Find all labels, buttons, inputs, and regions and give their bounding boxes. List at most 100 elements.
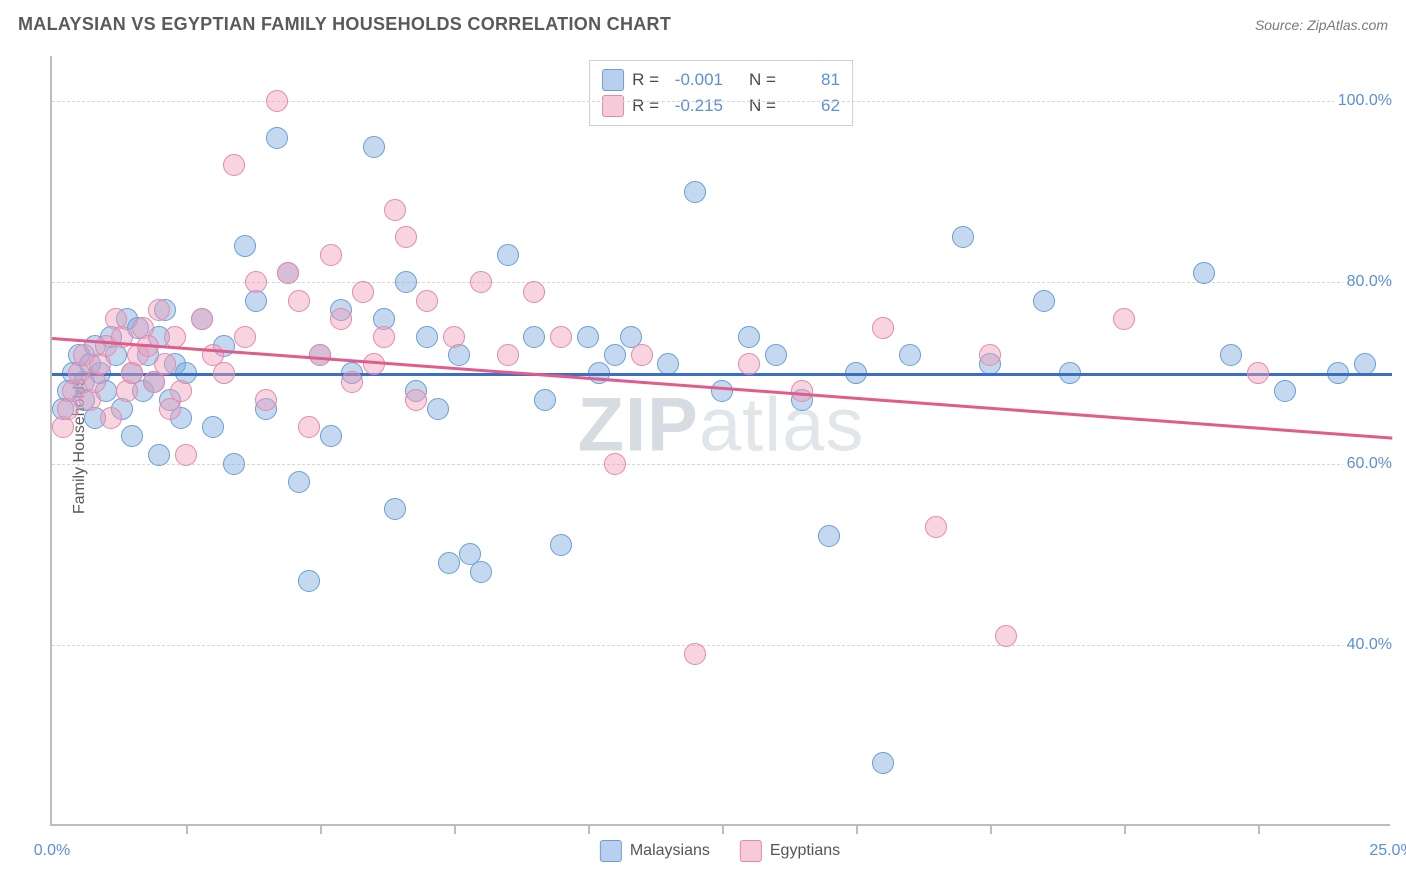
- data-point: [1033, 290, 1055, 312]
- data-point: [657, 353, 679, 375]
- y-tick-label: 100.0%: [1334, 92, 1392, 110]
- chart-header: MALAYSIAN VS EGYPTIAN FAMILY HOUSEHOLDS …: [0, 0, 1406, 41]
- legend-series: Malaysians Egyptians: [600, 840, 840, 862]
- data-point: [266, 127, 288, 149]
- data-point: [534, 389, 556, 411]
- data-point: [363, 136, 385, 158]
- data-point: [309, 344, 331, 366]
- data-point: [373, 326, 395, 348]
- data-point: [523, 281, 545, 303]
- legend-swatch-pink-icon: [740, 840, 762, 862]
- data-point: [979, 344, 1001, 366]
- x-tick: [186, 824, 188, 834]
- trendline: [52, 373, 1392, 376]
- legend-item: Malaysians: [600, 840, 710, 862]
- data-point: [277, 262, 299, 284]
- data-point: [100, 407, 122, 429]
- legend-r-value: -0.215: [667, 96, 723, 116]
- legend-n-label: N =: [749, 70, 776, 90]
- x-tick-label: 25.0%: [1369, 842, 1406, 860]
- legend-stats-row: R = -0.215 N = 62: [602, 93, 840, 119]
- legend-swatch-pink-icon: [602, 95, 624, 117]
- data-point: [765, 344, 787, 366]
- trendline: [52, 337, 1392, 439]
- legend-r-value: -0.001: [667, 70, 723, 90]
- x-tick: [856, 824, 858, 834]
- data-point: [298, 416, 320, 438]
- data-point: [995, 625, 1017, 647]
- data-point: [395, 271, 417, 293]
- data-point: [298, 570, 320, 592]
- data-point: [202, 416, 224, 438]
- chart-container: ZIPatlas R = -0.001 N = 81 R = -0.215 N …: [50, 56, 1390, 826]
- data-point: [320, 244, 342, 266]
- data-point: [791, 380, 813, 402]
- gridline: [52, 645, 1390, 646]
- data-point: [1113, 308, 1135, 330]
- legend-r-label: R =: [632, 70, 659, 90]
- data-point: [438, 552, 460, 574]
- legend-label: Egyptians: [770, 842, 840, 860]
- data-point: [164, 326, 186, 348]
- y-tick-label: 40.0%: [1343, 636, 1392, 654]
- data-point: [604, 453, 626, 475]
- data-point: [234, 326, 256, 348]
- data-point: [245, 271, 267, 293]
- data-point: [330, 308, 352, 330]
- legend-stats-row: R = -0.001 N = 81: [602, 67, 840, 93]
- data-point: [175, 444, 197, 466]
- data-point: [470, 561, 492, 583]
- data-point: [266, 90, 288, 112]
- data-point: [384, 199, 406, 221]
- watermark-bold: ZIP: [578, 382, 699, 467]
- data-point: [523, 326, 545, 348]
- legend-n-value: 62: [784, 96, 840, 116]
- x-tick: [990, 824, 992, 834]
- data-point: [255, 389, 277, 411]
- data-point: [818, 525, 840, 547]
- data-point: [416, 326, 438, 348]
- chart-source: Source: ZipAtlas.com: [1255, 17, 1388, 33]
- data-point: [384, 498, 406, 520]
- legend-stats: R = -0.001 N = 81 R = -0.215 N = 62: [589, 60, 853, 126]
- legend-swatch-blue-icon: [602, 69, 624, 91]
- data-point: [1193, 262, 1215, 284]
- chart-title: MALAYSIAN VS EGYPTIAN FAMILY HOUSEHOLDS …: [18, 14, 671, 35]
- data-point: [1274, 380, 1296, 402]
- data-point: [1220, 344, 1242, 366]
- data-point: [738, 326, 760, 348]
- legend-label: Malaysians: [630, 842, 710, 860]
- data-point: [738, 353, 760, 375]
- data-point: [952, 226, 974, 248]
- plot-area: ZIPatlas R = -0.001 N = 81 R = -0.215 N …: [50, 56, 1390, 826]
- data-point: [443, 326, 465, 348]
- data-point: [631, 344, 653, 366]
- data-point: [405, 389, 427, 411]
- data-point: [395, 226, 417, 248]
- x-tick-label: 0.0%: [34, 842, 70, 860]
- data-point: [899, 344, 921, 366]
- data-point: [1354, 353, 1376, 375]
- data-point: [427, 398, 449, 420]
- data-point: [288, 290, 310, 312]
- data-point: [170, 380, 192, 402]
- data-point: [223, 453, 245, 475]
- legend-r-label: R =: [632, 96, 659, 116]
- x-tick: [588, 824, 590, 834]
- legend-item: Egyptians: [740, 840, 840, 862]
- data-point: [341, 371, 363, 393]
- data-point: [352, 281, 374, 303]
- gridline: [52, 464, 1390, 465]
- data-point: [604, 344, 626, 366]
- data-point: [416, 290, 438, 312]
- y-tick-label: 80.0%: [1343, 273, 1392, 291]
- legend-n-value: 81: [784, 70, 840, 90]
- data-point: [154, 353, 176, 375]
- x-tick: [454, 824, 456, 834]
- data-point: [470, 271, 492, 293]
- legend-swatch-blue-icon: [600, 840, 622, 862]
- data-point: [288, 471, 310, 493]
- data-point: [213, 362, 235, 384]
- data-point: [497, 344, 519, 366]
- x-tick: [1124, 824, 1126, 834]
